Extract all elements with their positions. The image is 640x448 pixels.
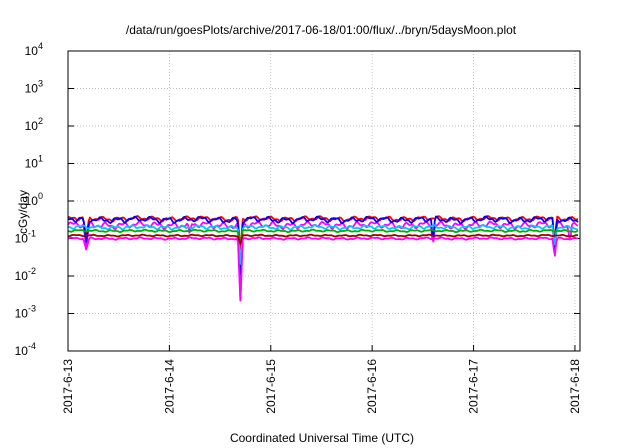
y-tick-label: 10-2 [15, 266, 36, 283]
y-tick-label: 103 [25, 79, 43, 96]
x-tick-label: 2017-6-17 [467, 359, 481, 414]
plot-series [67, 215, 579, 302]
series-line [67, 215, 579, 250]
series-line [67, 228, 579, 243]
x-tick-labels: 2017-6-13 2017-6-14 2017-6-15 2017-6-16 2017… [61, 359, 582, 414]
y-tick-label: 100 [25, 191, 43, 208]
series-line [68, 233, 578, 246]
x-tick-label: 2017-6-13 [61, 359, 75, 414]
x-tick-label: 2017-6-14 [162, 359, 176, 414]
series-line [67, 236, 579, 302]
series-line [67, 220, 579, 302]
plot-frame [67, 50, 581, 352]
chart-title: /data/run/goesPlots/archive/2017-06-18/0… [126, 23, 517, 37]
grid [67, 50, 580, 352]
x-axis-title: Coordinated Universal Time (UTC) [230, 431, 414, 445]
series-line [67, 215, 579, 276]
y-tick-label: 10-4 [15, 341, 36, 358]
series-line [67, 224, 579, 265]
x-tick-label: 2017-6-15 [264, 359, 278, 414]
x-tick-label: 2017-6-16 [365, 359, 379, 414]
y-tick-label: 101 [25, 154, 43, 171]
y-axis-title: cGy/day [16, 190, 30, 234]
x-tick-label: 2017-6-18 [568, 359, 582, 414]
y-tick-label: 10-3 [15, 304, 36, 321]
y-tick-label: 102 [25, 116, 43, 133]
y-tick-label: 10-1 [15, 229, 36, 246]
y-tick-label: 104 [25, 41, 43, 58]
